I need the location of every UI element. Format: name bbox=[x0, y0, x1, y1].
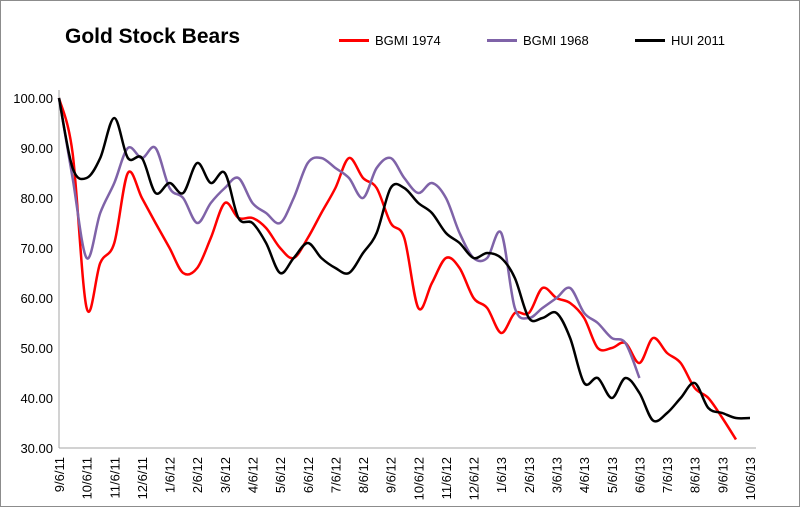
y-tick-label: 50.00 bbox=[20, 341, 53, 356]
x-tick-label: 2/6/12 bbox=[190, 457, 205, 493]
legend-label: HUI 2011 bbox=[671, 33, 725, 48]
series-line-hui-2011 bbox=[57, 97, 751, 423]
x-tick-label: 12/6/12 bbox=[467, 457, 482, 500]
legend-item-bgmi-1974: BGMI 1974 bbox=[339, 33, 441, 48]
y-tick-label: 60.00 bbox=[20, 291, 53, 306]
y-tick-label: 100.00 bbox=[13, 91, 53, 106]
legend-swatch bbox=[635, 39, 665, 42]
x-tick-label: 3/6/13 bbox=[550, 457, 565, 493]
legend-item-hui-2011: HUI 2011 bbox=[635, 33, 725, 48]
legend-swatch bbox=[339, 39, 369, 42]
x-tick-label: 3/6/12 bbox=[218, 457, 233, 493]
legend-label: BGMI 1974 bbox=[375, 33, 441, 48]
x-tick-label: 1/6/12 bbox=[163, 457, 178, 493]
x-tick-label: 11/6/11 bbox=[107, 457, 122, 498]
y-tick-label: 80.00 bbox=[20, 191, 53, 206]
x-tick-label: 10/6/12 bbox=[411, 457, 426, 500]
x-tick-label: 5/6/13 bbox=[605, 457, 620, 493]
x-tick-label: 6/6/13 bbox=[632, 457, 647, 493]
x-tick-label: 8/6/12 bbox=[356, 457, 371, 493]
legend-item-bgmi-1968: BGMI 1968 bbox=[487, 33, 589, 48]
x-tick-label: 4/6/12 bbox=[245, 457, 260, 493]
x-tick-label: 12/6/11 bbox=[135, 457, 150, 499]
y-tick-label: 30.00 bbox=[20, 441, 53, 456]
x-tick-label: 7/6/12 bbox=[328, 457, 343, 493]
y-tick-label: 70.00 bbox=[20, 241, 53, 256]
legend-swatch bbox=[487, 39, 517, 42]
x-tick-label: 11/6/12 bbox=[439, 457, 454, 499]
x-tick-label: 2/6/13 bbox=[522, 457, 537, 493]
legend-label: BGMI 1968 bbox=[523, 33, 589, 48]
y-tick-label: 90.00 bbox=[20, 141, 53, 156]
series-line-bgmi-1968 bbox=[57, 97, 641, 379]
x-tick-label: 9/6/11 bbox=[52, 457, 67, 492]
x-tick-label: 10/6/11 bbox=[80, 457, 95, 499]
x-tick-label: 9/6/12 bbox=[384, 457, 399, 493]
chart-title: Gold Stock Bears bbox=[65, 25, 241, 48]
x-tick-label: 7/6/13 bbox=[660, 457, 675, 493]
x-tick-label: 10/6/13 bbox=[743, 457, 758, 500]
x-tick-label: 8/6/13 bbox=[688, 457, 703, 493]
x-tick-label: 6/6/12 bbox=[301, 457, 316, 493]
series-line-bgmi-1974 bbox=[57, 97, 738, 441]
x-tick-label: 1/6/13 bbox=[494, 457, 509, 493]
x-tick-label: 9/6/13 bbox=[715, 457, 730, 493]
x-tick-label: 5/6/12 bbox=[273, 457, 288, 493]
x-tick-label: 4/6/13 bbox=[577, 457, 592, 493]
y-tick-label: 40.00 bbox=[20, 391, 53, 406]
